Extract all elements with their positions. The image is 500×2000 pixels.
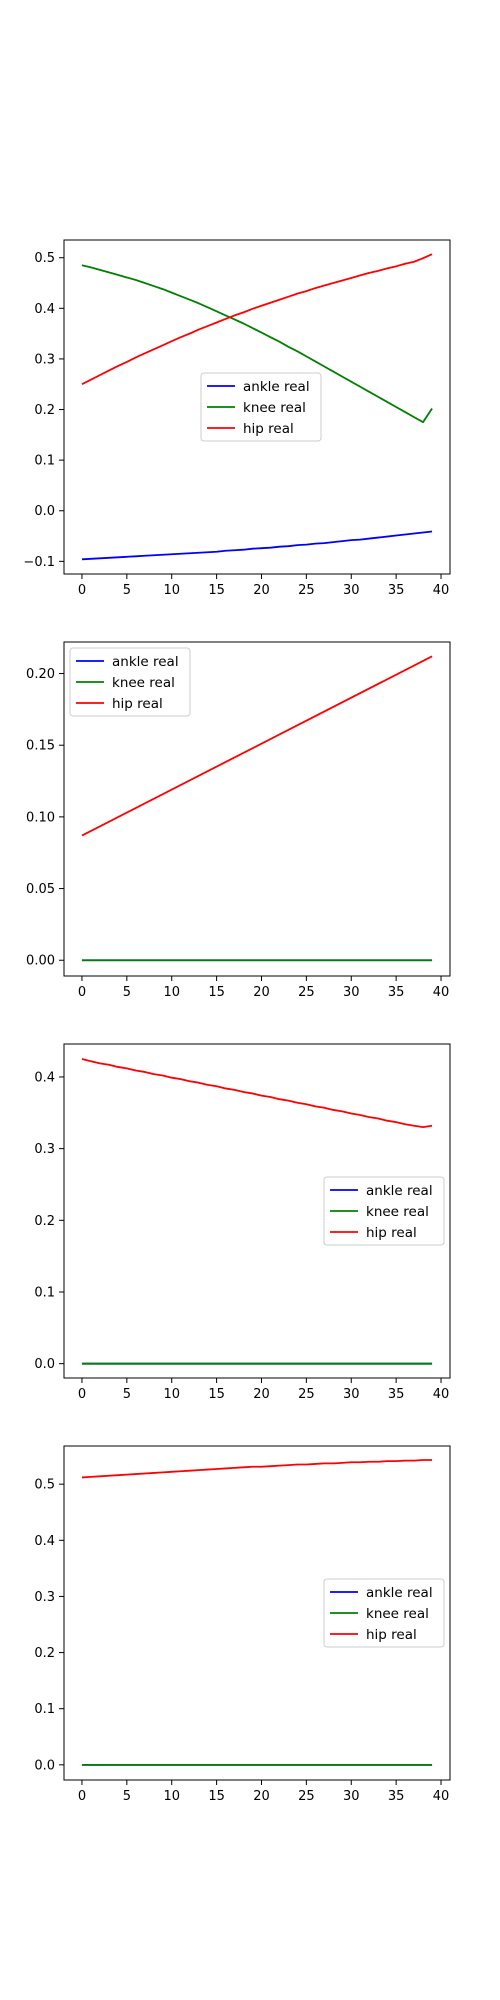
x-tick-label: 30 <box>343 1387 360 1402</box>
y-tick-label: 0.3 <box>34 352 55 367</box>
series-line-ankle-real <box>81 530 433 561</box>
y-tick-label: 0.2 <box>34 1214 55 1229</box>
legend-box <box>200 372 322 442</box>
legend-box <box>323 1578 445 1648</box>
y-tick-label: 0.2 <box>34 403 55 418</box>
x-tick-label: 10 <box>163 1387 180 1402</box>
x-tick-label: 20 <box>253 985 270 1000</box>
legend-label: knee real <box>243 400 306 416</box>
legend-label: ankle real <box>112 654 179 670</box>
series-line-knee-real <box>81 264 433 424</box>
axes-frame <box>63 239 451 575</box>
y-tick-label: 0.0 <box>34 504 55 519</box>
x-tick-label: 5 <box>123 985 131 1000</box>
x-tick-label: 5 <box>123 583 131 598</box>
x-tick-label: 40 <box>433 583 450 598</box>
chart-panel-4: 0 5 10 15 20 25 30 35 40 0.0 0.1 0.2 0.3 0.4 0.5 ankle … <box>34 1445 451 1804</box>
axes-frame <box>63 1043 451 1379</box>
series-line-hip-real <box>81 655 433 837</box>
y-tick-label: −0.1 <box>23 555 55 570</box>
x-tick-label: 15 <box>208 1387 225 1402</box>
x-tick-label: 40 <box>433 1789 450 1804</box>
x-tick-label: 25 <box>298 583 315 598</box>
x-tick-label: 15 <box>208 583 225 598</box>
x-tick-label: 0 <box>78 1789 86 1804</box>
y-tick-label: 0.5 <box>34 251 55 266</box>
y-tick-label: 0.4 <box>34 1534 55 1549</box>
x-tick-label: 10 <box>163 583 180 598</box>
y-tick-label: 0.5 <box>34 1478 55 1493</box>
y-tick-label: 0.1 <box>34 454 55 469</box>
y-tick-label: 0.20 <box>26 667 55 682</box>
legend-label: knee real <box>366 1606 429 1622</box>
x-tick-label: 10 <box>163 985 180 1000</box>
y-tick-label: 0.15 <box>26 739 55 754</box>
x-tick-label: 10 <box>163 1789 180 1804</box>
x-tick-label: 5 <box>123 1387 131 1402</box>
y-tick-label: 0.05 <box>26 882 55 897</box>
x-tick-label: 15 <box>208 1789 225 1804</box>
x-tick-label: 35 <box>388 985 405 1000</box>
legend: ankle real knee real hip real <box>323 1176 445 1246</box>
legend-box <box>69 647 191 717</box>
chart-panel-3: 0 5 10 15 20 25 30 35 40 0.0 0.1 0.2 0.3 0.4 ankle rea… <box>34 1043 451 1402</box>
x-tick-label: 20 <box>253 1789 270 1804</box>
legend-label: ankle real <box>366 1183 433 1199</box>
y-tick-label: 0.2 <box>34 1646 55 1661</box>
x-tick-label: 25 <box>298 985 315 1000</box>
legend-label: hip real <box>366 1225 417 1241</box>
chart-panel-2: 0 5 10 15 20 25 30 35 40 0.00 0.05 0.10 0.15 0.20 ankl… <box>26 641 451 1000</box>
legend: ankle real knee real hip real <box>69 647 191 717</box>
legend: ankle real knee real hip real <box>323 1578 445 1648</box>
legend-label: ankle real <box>243 379 310 395</box>
legend-label: knee real <box>112 675 175 691</box>
y-tick-label: 0.3 <box>34 1590 55 1605</box>
y-tick-label: 0.3 <box>34 1142 55 1157</box>
x-tick-label: 35 <box>388 1789 405 1804</box>
x-tick-label: 0 <box>78 583 86 598</box>
x-tick-label: 30 <box>343 1789 360 1804</box>
legend: ankle real knee real hip real <box>200 372 322 442</box>
x-tick-label: 15 <box>208 985 225 1000</box>
x-tick-label: 0 <box>78 985 86 1000</box>
x-tick-label: 25 <box>298 1789 315 1804</box>
legend-box <box>323 1176 445 1246</box>
axes-frame <box>63 641 451 977</box>
x-tick-label: 0 <box>78 1387 86 1402</box>
legend-label: hip real <box>243 421 294 437</box>
legend-label: hip real <box>366 1627 417 1643</box>
series-line-hip-real <box>81 1459 433 1479</box>
legend-label: hip real <box>112 696 163 712</box>
y-tick-label: 0.0 <box>34 1758 55 1773</box>
legend-label: ankle real <box>366 1585 433 1601</box>
x-tick-label: 35 <box>388 1387 405 1402</box>
x-tick-label: 40 <box>433 1387 450 1402</box>
series-line-hip-real <box>81 1058 433 1129</box>
x-tick-label: 30 <box>343 985 360 1000</box>
series-line-hip-real <box>81 253 433 386</box>
y-tick-label: 0.10 <box>26 810 55 825</box>
x-tick-label: 20 <box>253 583 270 598</box>
y-tick-label: 0.4 <box>34 302 55 317</box>
x-tick-label: 30 <box>343 583 360 598</box>
chart-panel-1: 0 5 10 15 20 25 30 35 40 −0.1 0.0 0.1 0.2 0.3 0.4 0.5 an… <box>23 239 451 598</box>
legend-label: knee real <box>366 1204 429 1220</box>
x-tick-label: 40 <box>433 985 450 1000</box>
x-tick-label: 20 <box>253 1387 270 1402</box>
x-tick-label: 25 <box>298 1387 315 1402</box>
axes-frame <box>63 1445 451 1781</box>
y-tick-label: 0.1 <box>34 1285 55 1300</box>
y-tick-label: 0.00 <box>26 954 55 969</box>
x-tick-label: 5 <box>123 1789 131 1804</box>
y-tick-label: 0.1 <box>34 1702 55 1717</box>
x-tick-label: 35 <box>388 583 405 598</box>
y-tick-label: 0.4 <box>34 1070 55 1085</box>
y-tick-label: 0.0 <box>34 1357 55 1372</box>
